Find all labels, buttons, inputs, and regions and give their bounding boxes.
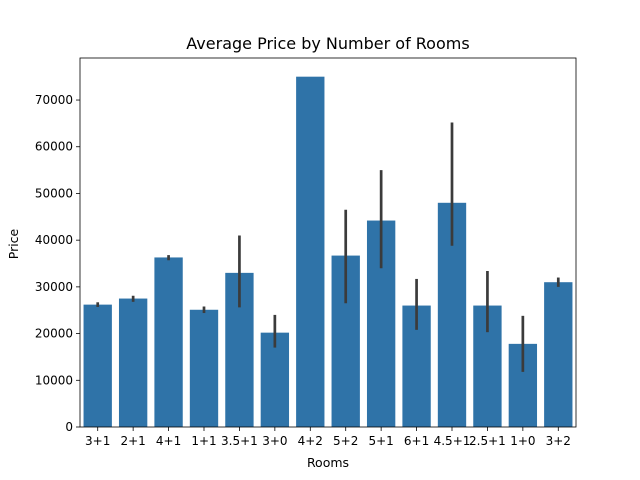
x-tick-label: 3+1: [85, 434, 110, 448]
x-tick-label: 3.5+1: [221, 434, 258, 448]
y-tick-label: 50000: [35, 186, 73, 200]
x-tick-label: 4+2: [298, 434, 323, 448]
y-tick-label: 30000: [35, 280, 73, 294]
x-tick-label: 3+2: [546, 434, 571, 448]
chart-title: Average Price by Number of Rooms: [186, 34, 469, 53]
plot-area: 0 10000 20000 30000 40000 50000 60000 70000 3+1 2…: [35, 57, 577, 448]
x-tick-label: 2+1: [120, 434, 145, 448]
bar: [83, 304, 112, 427]
bar: [189, 309, 219, 427]
y-tick-label: 10000: [35, 373, 73, 387]
bar: [154, 257, 183, 427]
x-tick-label: 2.5+1: [469, 434, 506, 448]
bar: [118, 298, 148, 427]
bar: [544, 282, 573, 427]
x-tick-label: 5+2: [333, 434, 358, 448]
y-tick-label: 20000: [35, 327, 73, 341]
y-tick-label: 60000: [35, 140, 73, 154]
x-tick-label: 1+1: [191, 434, 216, 448]
y-tick-label: 70000: [35, 93, 73, 107]
bar: [260, 332, 290, 427]
x-tick-label: 4+1: [156, 434, 181, 448]
y-tick-label: 40000: [35, 233, 73, 247]
x-tick-label: 5+1: [368, 434, 393, 448]
y-axis-label: Price: [6, 228, 21, 259]
axes-frame: [79, 57, 577, 428]
x-tick-label: 3+0: [262, 434, 287, 448]
bar: [296, 76, 325, 428]
x-tick-label: 1+0: [510, 434, 535, 448]
x-tick-label: 4.5+1: [434, 434, 471, 448]
x-axis-label: Rooms: [307, 455, 349, 470]
y-tick-label: 0: [65, 420, 73, 434]
x-tick-label: 6+1: [404, 434, 429, 448]
